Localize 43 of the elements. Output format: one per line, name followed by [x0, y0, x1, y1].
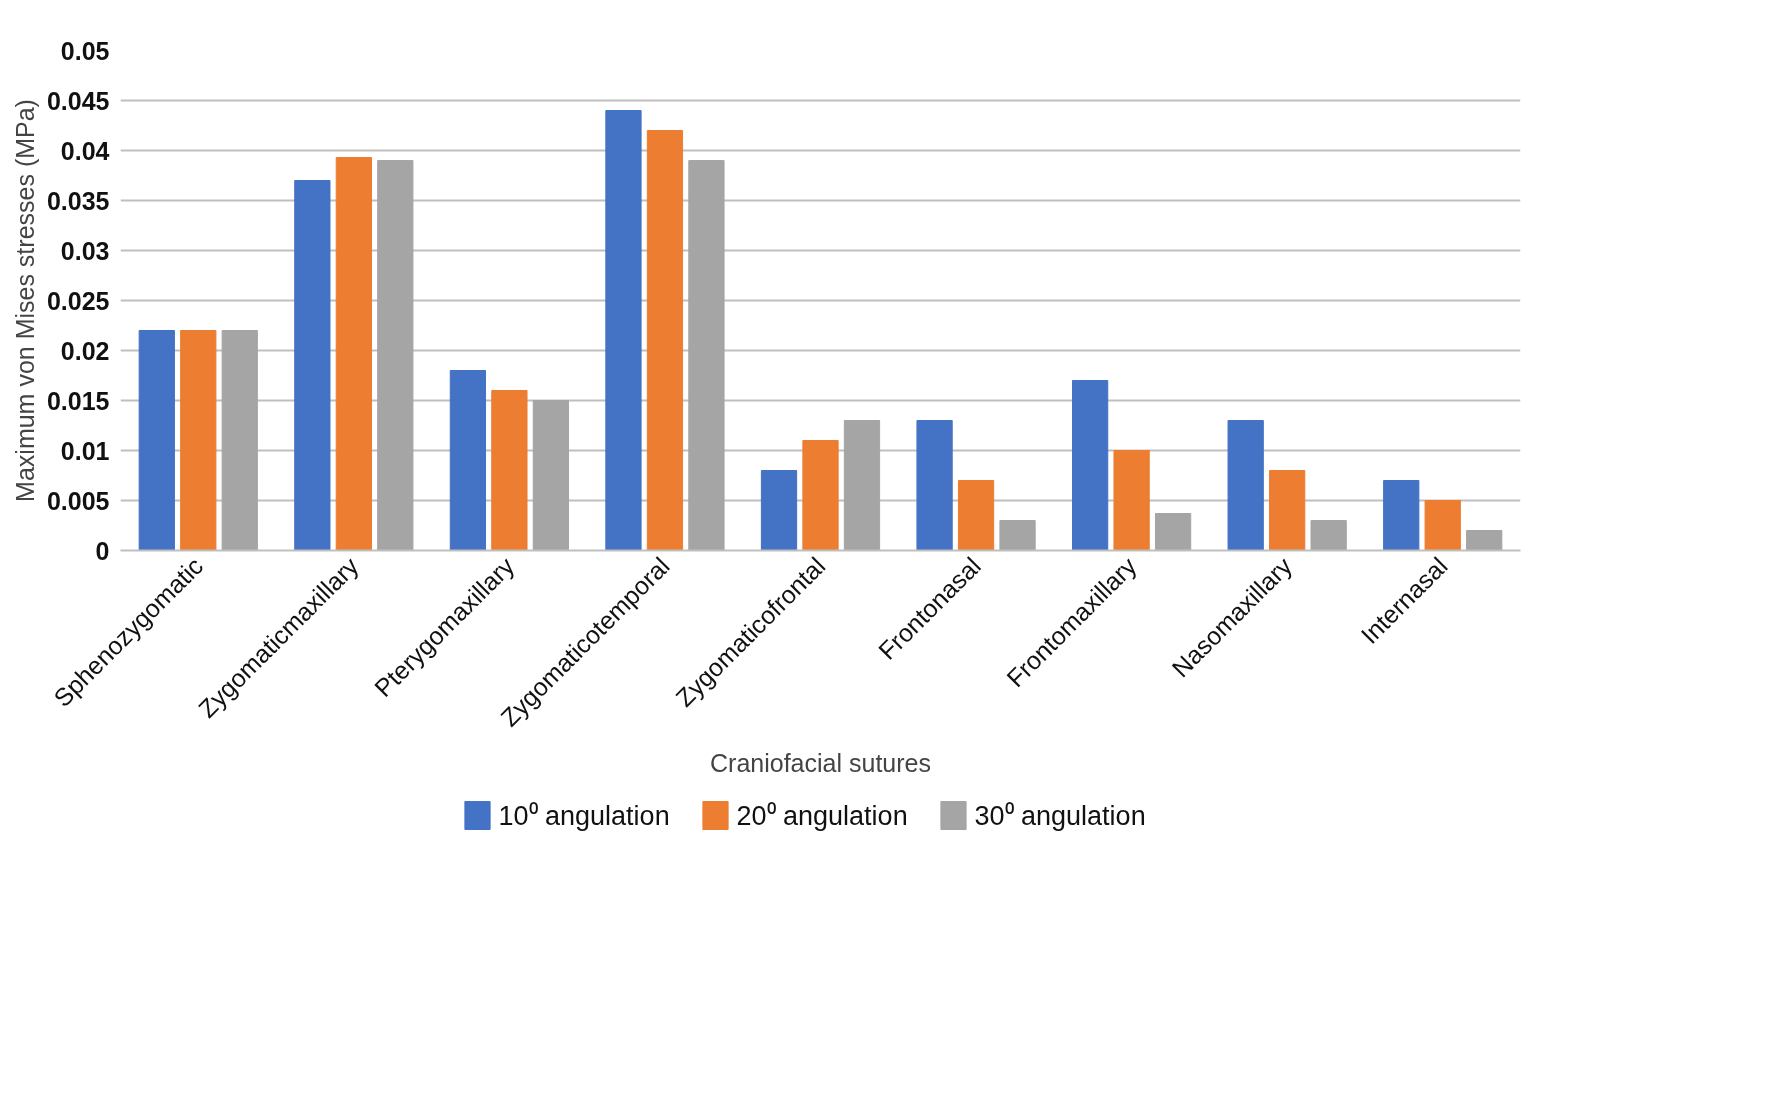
- y-tick-label: 0.02: [60, 336, 110, 365]
- legend-label: 10⁰ angulation: [498, 800, 670, 831]
- y-tick-label: 0.025: [46, 286, 110, 315]
- bar: [221, 330, 258, 551]
- bar: [916, 420, 953, 551]
- bar: [138, 330, 175, 551]
- legend-label: 20⁰ angulation: [736, 800, 908, 831]
- bar: [760, 470, 798, 551]
- bar: [646, 130, 684, 551]
- bar: [1383, 480, 1420, 551]
- y-tick-label: 0.005: [46, 486, 110, 515]
- bar: [294, 180, 331, 551]
- y-axis-title: Maximum von Mises stresses (MPa): [10, 99, 39, 502]
- bar: [377, 160, 414, 551]
- y-tick-label: 0: [95, 536, 110, 565]
- x-axis-title: Craniofacial sutures: [710, 749, 931, 778]
- bar: [688, 160, 725, 551]
- bar: [180, 330, 217, 551]
- bar: [1227, 420, 1264, 551]
- bar: [1072, 380, 1109, 551]
- y-tick-label: 0.05: [60, 36, 110, 65]
- bar: [1424, 500, 1461, 551]
- bar: [999, 520, 1036, 551]
- bar: [1113, 450, 1150, 551]
- y-tick-label: 0.035: [46, 186, 110, 215]
- bar: [802, 440, 839, 551]
- bar: [449, 370, 487, 551]
- bar: [1310, 520, 1347, 551]
- bar: [1269, 470, 1306, 551]
- legend-label: 30⁰ angulation: [974, 800, 1146, 831]
- y-tick-label: 0.03: [60, 236, 110, 265]
- y-tick-label: 0.01: [60, 436, 110, 465]
- y-tick-label: 0.045: [46, 86, 110, 115]
- bar: [957, 480, 995, 551]
- bar: [532, 400, 569, 551]
- bar: [335, 157, 372, 551]
- bar: [491, 390, 528, 551]
- bar: [605, 110, 642, 551]
- bar: [1466, 530, 1503, 551]
- bar: [843, 420, 881, 551]
- y-tick-label: 0.04: [60, 136, 110, 165]
- y-tick-label: 0.015: [46, 386, 110, 415]
- bar: [1154, 513, 1192, 551]
